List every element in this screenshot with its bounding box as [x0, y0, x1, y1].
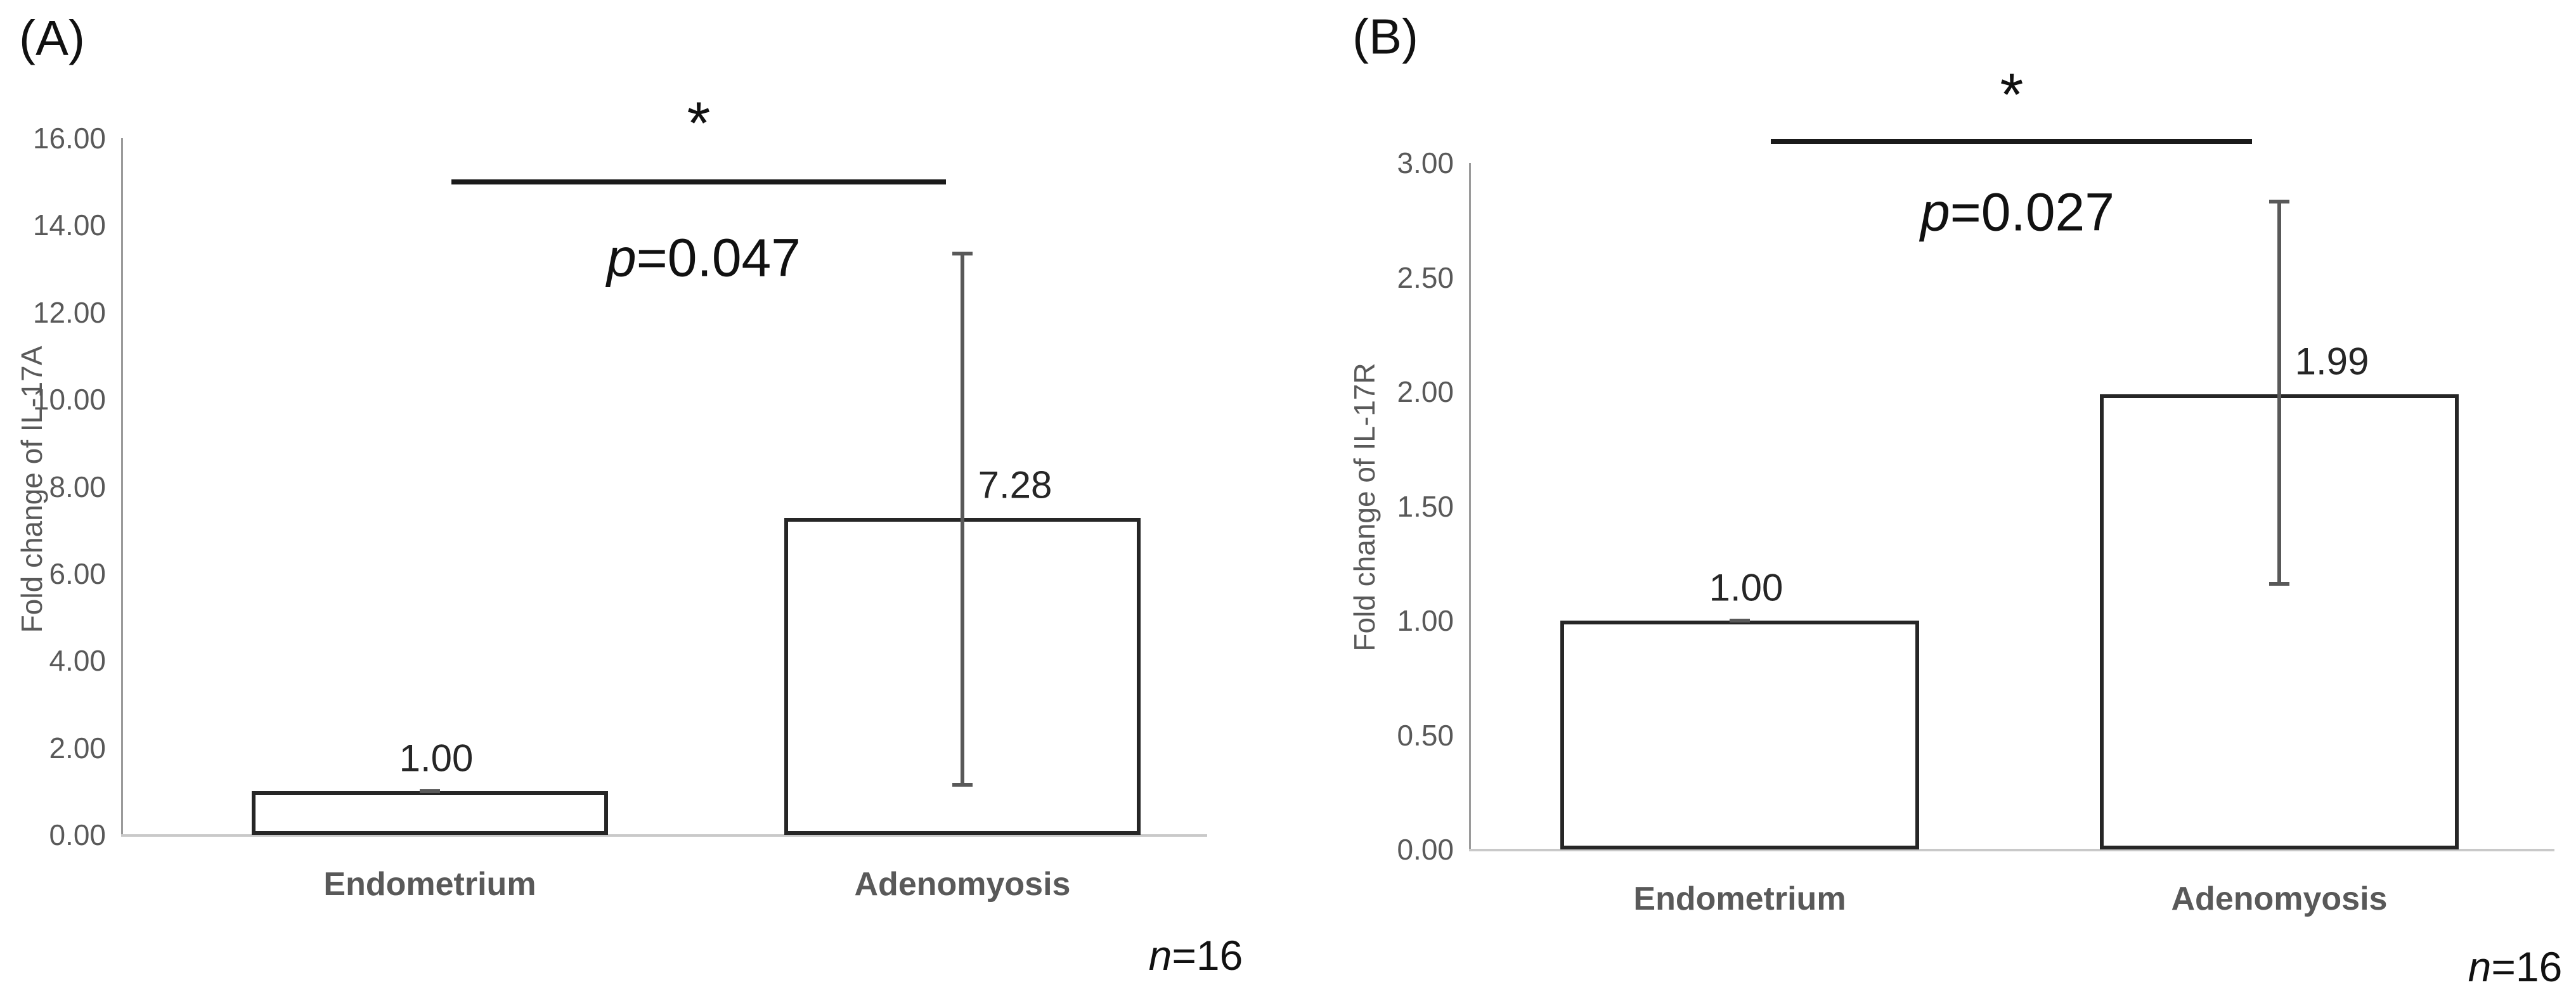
x-axis-baseline-a [121, 834, 1207, 837]
y-tick-label: 1.00 [1397, 604, 1454, 637]
y-axis-line-b [1469, 163, 1471, 849]
y-tick-label: 8.00 [49, 470, 106, 503]
error-bar-line [2277, 202, 2281, 584]
n-italic-b: n [2468, 943, 2492, 987]
error-bar-cap [2269, 582, 2289, 586]
y-tick-label: 0.00 [49, 818, 106, 851]
bar-value-label: 1.99 [2294, 340, 2369, 383]
bar-endometrium [1560, 621, 1919, 849]
n-label-a: n=16 [1149, 931, 1243, 979]
p-rest-b: =0.027 [1950, 182, 2114, 242]
y-tick-label: 16.00 [32, 122, 106, 155]
n-italic-a: n [1148, 932, 1172, 979]
n-rest-a: =16 [1172, 932, 1243, 979]
y-tick-label: 12.00 [32, 296, 106, 329]
significance-asterisk-b: * [2000, 61, 2024, 129]
y-tick-label: 10.00 [32, 383, 106, 416]
category-label-endometrium: Endometrium [323, 866, 536, 903]
p-value-label-b: p=0.027 [1920, 182, 2114, 243]
n-label-b: n=16 [2468, 943, 2563, 987]
y-tick-label: 2.00 [1397, 375, 1454, 408]
p-value-label-a: p=0.047 [607, 228, 801, 289]
n-rest-b: =16 [2491, 943, 2563, 987]
category-label-endometrium: Endometrium [1633, 881, 1846, 917]
y-tick-label: 0.00 [1397, 833, 1454, 866]
bar-endometrium [252, 791, 608, 835]
p-italic-a: p [607, 228, 637, 288]
y-tick-label: 6.00 [49, 557, 106, 590]
significance-line-a [451, 179, 946, 184]
y-tick-label: 2.50 [1397, 261, 1454, 294]
y-tick-label: 1.50 [1397, 490, 1454, 523]
y-tick-label: 14.00 [32, 209, 106, 242]
error-bar-cap [952, 252, 973, 255]
bar-value-label: 1.00 [399, 737, 474, 780]
y-tick-label: 2.00 [49, 732, 106, 764]
significance-asterisk-a: * [687, 89, 711, 157]
category-label-adenomyosis: Adenomyosis [854, 866, 1071, 903]
significance-line-b [1771, 139, 2252, 144]
bar-value-label: 7.28 [978, 463, 1052, 506]
y-tick-label: 4.00 [49, 644, 106, 677]
x-axis-baseline-b [1469, 849, 2554, 851]
y-axis-line-a [121, 138, 123, 835]
panel-label-a: (A) [19, 10, 85, 66]
p-rest-a: =0.047 [636, 228, 801, 288]
error-bar-cap [1730, 619, 1750, 623]
error-bar-cap [420, 789, 440, 793]
bar-value-label: 1.00 [1709, 566, 1783, 609]
y-tick-label: 3.00 [1397, 146, 1454, 179]
error-bar-cap [952, 783, 973, 787]
y-tick-label: 0.50 [1397, 719, 1454, 752]
error-bar-cap [2269, 200, 2289, 203]
panel-label-b: (B) [1352, 8, 1418, 65]
error-bar-line [961, 254, 964, 785]
p-italic-b: p [1920, 182, 1950, 242]
category-label-adenomyosis: Adenomyosis [2171, 881, 2388, 917]
